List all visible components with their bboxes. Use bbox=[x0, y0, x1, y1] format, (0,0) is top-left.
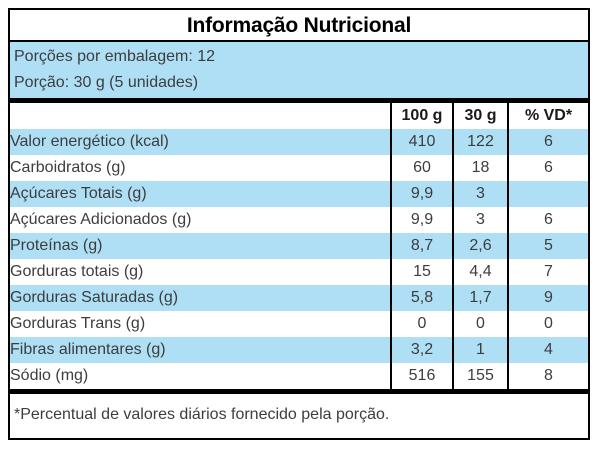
nutrition-label: Informação Nutricional Porções por embal… bbox=[8, 8, 590, 440]
value-30g: 122 bbox=[452, 129, 508, 155]
table-row: Sódio (mg) 516 155 8 bbox=[10, 363, 588, 389]
value-percent-vd: 6 bbox=[507, 155, 588, 181]
divider-thick-bottom bbox=[10, 389, 588, 394]
column-header-vd: % VD* bbox=[507, 103, 588, 129]
value-100g: 5,8 bbox=[390, 285, 453, 311]
table-header-row: 100 g 30 g % VD* bbox=[10, 103, 588, 129]
footnote: *Percentual de valores diários fornecido… bbox=[14, 406, 390, 423]
nutrient-label: Fibras alimentares (g) bbox=[10, 341, 166, 358]
value-100g: 60 bbox=[390, 155, 453, 181]
serving-size: Porção: 30 g (5 unidades) bbox=[14, 74, 199, 91]
value-100g: 8,7 bbox=[390, 233, 453, 259]
nutrient-label: Carboidratos (g) bbox=[10, 159, 126, 176]
value-percent-vd: 6 bbox=[507, 129, 588, 155]
value-100g: 3,2 bbox=[390, 337, 453, 363]
nutrient-label: Açúcares Adicionados (g) bbox=[10, 211, 192, 228]
nutrient-label: Proteínas (g) bbox=[10, 237, 103, 254]
table-row: Gorduras totais (g) 15 4,4 7 bbox=[10, 259, 588, 285]
nutrient-label: Açúcares Totais (g) bbox=[10, 185, 147, 202]
table-row: Carboidratos (g) 60 18 6 bbox=[10, 155, 588, 181]
value-100g: 0 bbox=[390, 311, 453, 337]
nutrition-table: 100 g 30 g % VD* Valor energético (kcal)… bbox=[10, 103, 588, 389]
value-30g: 1,7 bbox=[452, 285, 508, 311]
column-header-100g: 100 g bbox=[390, 103, 453, 129]
value-percent-vd: 7 bbox=[507, 259, 588, 285]
table-row: Valor energético (kcal) 410 122 6 bbox=[10, 129, 588, 155]
value-100g: 516 bbox=[390, 363, 453, 389]
nutrient-label: Gorduras Trans (g) bbox=[10, 315, 146, 332]
nutrient-label: Gorduras Saturadas (g) bbox=[10, 289, 179, 306]
value-30g: 0 bbox=[452, 311, 508, 337]
value-percent-vd: 5 bbox=[507, 233, 588, 259]
value-30g: 3 bbox=[452, 207, 508, 233]
table-row: Gorduras Saturadas (g) 5,8 1,7 9 bbox=[10, 285, 588, 311]
serving-info-section: Porções por embalagem: 12 Porção: 30 g (… bbox=[10, 42, 588, 98]
value-100g: 9,9 bbox=[390, 181, 453, 207]
value-30g: 4,4 bbox=[452, 259, 508, 285]
value-percent-vd: 6 bbox=[507, 207, 588, 233]
value-100g: 410 bbox=[390, 129, 453, 155]
table-row: Açúcares Totais (g) 9,9 3 bbox=[10, 181, 588, 207]
value-30g: 3 bbox=[452, 181, 508, 207]
nutrient-label: Valor energético (kcal) bbox=[10, 133, 169, 150]
value-30g: 18 bbox=[452, 155, 508, 181]
value-100g: 9,9 bbox=[390, 207, 453, 233]
value-30g: 1 bbox=[452, 337, 508, 363]
nutrient-label: Sódio (mg) bbox=[10, 367, 89, 384]
value-percent-vd: 0 bbox=[507, 311, 588, 337]
value-percent-vd: 4 bbox=[507, 337, 588, 363]
value-30g: 2,6 bbox=[452, 233, 508, 259]
divider-thick-top bbox=[10, 98, 588, 103]
value-30g: 155 bbox=[452, 363, 508, 389]
servings-per-package: Porções por embalagem: 12 bbox=[14, 48, 215, 65]
value-percent-vd: 8 bbox=[507, 363, 588, 389]
table-row: Proteínas (g) 8,7 2,6 5 bbox=[10, 233, 588, 259]
table-row: Fibras alimentares (g) 3,2 1 4 bbox=[10, 337, 588, 363]
column-header-nutrient bbox=[10, 103, 391, 129]
value-100g: 15 bbox=[390, 259, 453, 285]
nutrient-label: Gorduras totais (g) bbox=[10, 263, 144, 280]
value-percent-vd bbox=[507, 181, 588, 207]
column-header-30g: 30 g bbox=[452, 103, 508, 129]
table-row: Gorduras Trans (g) 0 0 0 bbox=[10, 311, 588, 337]
table-row: Açúcares Adicionados (g) 9,9 3 6 bbox=[10, 207, 588, 233]
page-title: Informação Nutricional bbox=[10, 10, 588, 42]
value-percent-vd: 9 bbox=[507, 285, 588, 311]
